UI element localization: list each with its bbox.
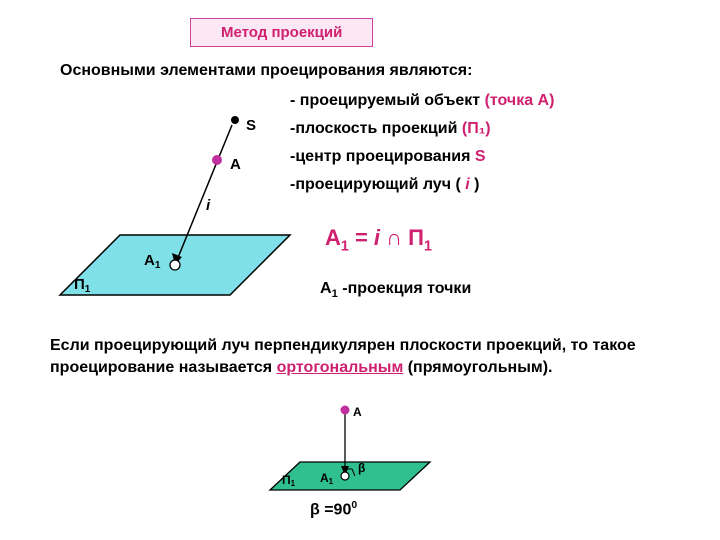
bullet-object-accent: (точка А) [485,92,555,109]
bullet-plane-accent: (П₁) [462,120,491,137]
orthogonal-diagram: А А1 П1 β [250,400,450,500]
point-s [231,116,239,124]
point-a1 [170,260,180,270]
orthogonal-paragraph: Если проецирующий луч перпендикулярен пл… [50,335,670,378]
label-s: S [246,117,256,134]
orthogonal-word: ортогональным [277,359,404,376]
point-a [212,155,222,165]
projection-diagram: S А i А1 П1 [30,105,320,315]
point-a1 [341,472,349,480]
beta-equation: β =900 [310,500,357,519]
title-box: Метод проекций [190,18,373,47]
intersection-formula: А1 = i ∩ П1 [325,225,432,254]
bullet-center-accent: S [475,148,486,165]
label-a: А [353,405,362,419]
bullet-plane: -плоскость проекций (П₁) [290,120,491,138]
label-i: i [206,197,211,214]
paragraph-post: (прямоугольным). [403,359,552,376]
bullet-object: - проецируемый объект (точка А) [290,92,554,110]
label-a: А [230,156,241,173]
projection-note: А1 -проекция точки [320,280,471,300]
bullet-ray-tail: ) [470,176,480,193]
point-a [341,406,350,415]
label-beta: β [358,461,365,475]
intro-text: Основными элементами проецирования являю… [60,62,472,80]
page-title: Метод проекций [221,24,342,41]
